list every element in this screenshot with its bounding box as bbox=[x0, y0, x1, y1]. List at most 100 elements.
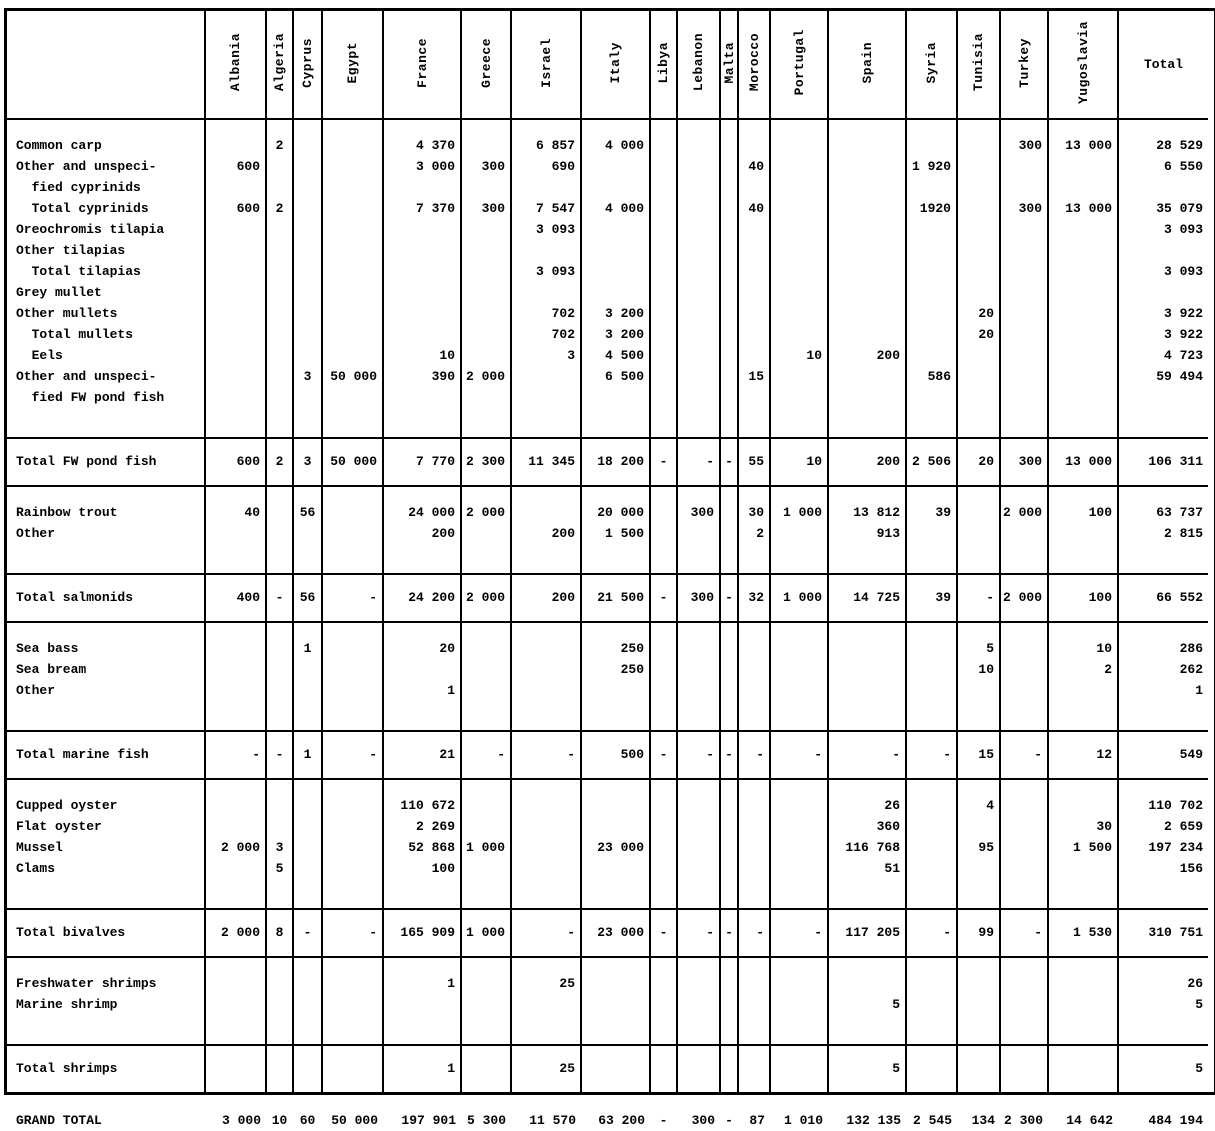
value-cell bbox=[676, 324, 720, 345]
column-header-label: Cyprus bbox=[300, 37, 315, 88]
total-row-label: Total salmonids bbox=[7, 573, 205, 622]
value-cell: 15 bbox=[956, 730, 1000, 779]
value-cell bbox=[737, 778, 770, 816]
value-cell bbox=[321, 177, 383, 198]
value-cell bbox=[676, 240, 720, 261]
value-cell bbox=[737, 837, 770, 858]
value-cell bbox=[769, 324, 828, 345]
value-cell: 3 093 bbox=[1117, 219, 1208, 240]
value-cell: 2 815 bbox=[1117, 523, 1208, 574]
value-cell bbox=[769, 240, 828, 261]
value-cell bbox=[321, 156, 383, 177]
species-row-label: Other and unspeci- bbox=[16, 159, 157, 174]
value-cell: 1 000 bbox=[460, 908, 511, 957]
value-cell bbox=[905, 523, 957, 574]
value-cell: 300 bbox=[460, 156, 511, 177]
value-cell: 1 500 bbox=[1047, 837, 1118, 858]
value-cell: 2 bbox=[737, 523, 770, 574]
value-cell: 197 901 bbox=[401, 1113, 456, 1128]
value-cell bbox=[999, 956, 1048, 994]
value-cell bbox=[719, 240, 738, 261]
value-cell bbox=[956, 366, 1000, 387]
value-cell bbox=[827, 240, 906, 261]
table-row: Total FW pond fish 600 2 3 50 000 7 770 2 300 1… bbox=[7, 437, 1208, 486]
value-cell bbox=[382, 177, 461, 198]
value-cell: 10 bbox=[382, 345, 461, 366]
value-cell: - bbox=[676, 730, 720, 779]
value-cell bbox=[292, 198, 322, 219]
value-cell: 14 725 bbox=[827, 573, 906, 622]
value-cell bbox=[382, 240, 461, 261]
value-cell bbox=[769, 261, 828, 282]
value-cell bbox=[676, 387, 720, 438]
value-cell bbox=[676, 956, 720, 994]
value-cell: 1 bbox=[292, 730, 322, 779]
value-cell bbox=[321, 621, 383, 659]
value-cell bbox=[719, 1044, 738, 1092]
value-cell bbox=[905, 240, 957, 261]
value-cell bbox=[1047, 219, 1118, 240]
total-row-label: Total marine fish bbox=[7, 730, 205, 779]
value-cell bbox=[292, 1044, 322, 1092]
value-cell bbox=[265, 324, 293, 345]
value-cell bbox=[905, 1044, 957, 1092]
value-cell: 1 010 bbox=[783, 1113, 823, 1128]
value-cell bbox=[676, 156, 720, 177]
value-cell: 3 bbox=[292, 437, 322, 486]
species-row-label: Grey mullet bbox=[16, 285, 102, 300]
table-row: fied FW pond fish bbox=[7, 387, 1208, 438]
value-cell bbox=[956, 956, 1000, 994]
value-cell bbox=[827, 680, 906, 731]
value-cell bbox=[382, 261, 461, 282]
value-cell bbox=[769, 366, 828, 387]
species-row-label: Total mullets bbox=[16, 327, 134, 342]
value-cell bbox=[382, 219, 461, 240]
value-cell bbox=[956, 240, 1000, 261]
value-cell: 99 bbox=[956, 908, 1000, 957]
value-cell bbox=[676, 219, 720, 240]
value-cell bbox=[737, 282, 770, 303]
value-cell bbox=[510, 621, 581, 659]
value-cell: 32 bbox=[737, 573, 770, 622]
value-cell bbox=[769, 956, 828, 994]
species-row-label: Other and unspeci- bbox=[16, 369, 157, 384]
value-cell bbox=[204, 956, 266, 994]
value-cell bbox=[204, 1044, 266, 1092]
value-cell bbox=[719, 177, 738, 198]
value-cell bbox=[1047, 261, 1118, 282]
value-cell: 300 bbox=[691, 1113, 715, 1128]
value-cell bbox=[204, 523, 266, 574]
value-cell bbox=[1117, 240, 1208, 261]
value-cell: 600 bbox=[204, 156, 266, 177]
value-cell: 28 529 bbox=[1117, 119, 1208, 156]
value-cell bbox=[510, 366, 581, 387]
value-cell bbox=[999, 156, 1048, 177]
value-cell bbox=[676, 659, 720, 680]
value-cell: 1 000 bbox=[769, 573, 828, 622]
value-cell bbox=[460, 621, 511, 659]
value-cell bbox=[321, 387, 383, 438]
value-cell: 2 bbox=[265, 198, 293, 219]
value-cell bbox=[719, 659, 738, 680]
value-cell bbox=[265, 156, 293, 177]
column-header-portugal: Portugal bbox=[769, 11, 828, 120]
column-header-greece: Greece bbox=[460, 11, 511, 120]
value-cell bbox=[676, 523, 720, 574]
value-cell: 100 bbox=[382, 858, 461, 909]
value-cell bbox=[580, 240, 650, 261]
column-header-label: Malta bbox=[721, 41, 737, 84]
value-cell bbox=[580, 778, 650, 816]
value-cell: 14 642 bbox=[1066, 1113, 1113, 1128]
value-cell bbox=[382, 282, 461, 303]
value-cell bbox=[676, 778, 720, 816]
value-cell: 11 570 bbox=[529, 1113, 576, 1128]
table-row: Total shrimps 1 25 5 5 bbox=[7, 1044, 1208, 1092]
species-row-label: Freshwater shrimps bbox=[7, 956, 205, 994]
value-cell bbox=[460, 956, 511, 994]
column-header-label: Egypt bbox=[345, 41, 360, 84]
value-cell bbox=[769, 837, 828, 858]
value-cell: - bbox=[649, 908, 677, 957]
value-cell bbox=[460, 324, 511, 345]
value-cell: - bbox=[905, 908, 957, 957]
value-cell bbox=[999, 219, 1048, 240]
